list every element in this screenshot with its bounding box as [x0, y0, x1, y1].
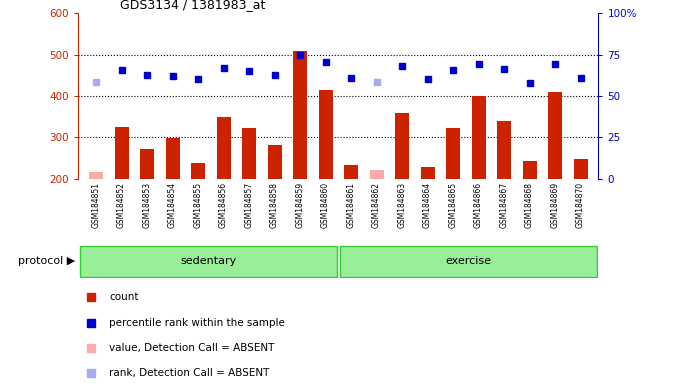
Bar	[216, 118, 231, 179]
Text: GDS3134 / 1381983_at: GDS3134 / 1381983_at	[120, 0, 265, 11]
Text: count: count	[109, 292, 139, 303]
Bar	[369, 170, 384, 179]
Text: GSM184870: GSM184870	[576, 182, 585, 228]
Text: percentile rank within the sample: percentile rank within the sample	[109, 318, 286, 328]
Bar	[165, 138, 180, 179]
Text: GSM184860: GSM184860	[321, 182, 330, 228]
Text: GSM184855: GSM184855	[194, 182, 203, 228]
FancyBboxPatch shape	[339, 246, 597, 276]
Bar	[293, 51, 307, 179]
Bar	[318, 90, 333, 179]
Bar	[446, 128, 460, 179]
Text: value, Detection Call = ABSENT: value, Detection Call = ABSENT	[109, 343, 275, 353]
Bar	[471, 96, 486, 179]
Text: GSM184854: GSM184854	[168, 182, 177, 228]
Text: GSM184857: GSM184857	[245, 182, 254, 228]
Bar	[522, 161, 537, 179]
Text: rank, Detection Call = ABSENT: rank, Detection Call = ABSENT	[109, 368, 270, 379]
FancyBboxPatch shape	[80, 246, 337, 276]
Text: GSM184859: GSM184859	[296, 182, 305, 228]
Text: GSM184851: GSM184851	[92, 182, 101, 228]
Text: GSM184864: GSM184864	[423, 182, 432, 228]
Text: exercise: exercise	[445, 256, 492, 266]
Text: GSM184868: GSM184868	[525, 182, 534, 228]
Bar	[89, 172, 103, 179]
Bar	[191, 163, 205, 179]
Bar	[344, 165, 358, 179]
Text: GSM184852: GSM184852	[117, 182, 126, 228]
Bar	[242, 128, 256, 179]
Text: GSM184865: GSM184865	[449, 182, 458, 228]
Bar	[140, 149, 154, 179]
Text: GSM184858: GSM184858	[270, 182, 279, 228]
Text: GSM184856: GSM184856	[219, 182, 228, 228]
Text: GSM184867: GSM184867	[500, 182, 509, 228]
Bar	[267, 145, 282, 179]
Text: protocol ▶: protocol ▶	[18, 256, 75, 266]
Text: GSM184862: GSM184862	[372, 182, 381, 228]
Bar	[573, 159, 588, 179]
Bar	[548, 92, 562, 179]
Text: GSM184869: GSM184869	[551, 182, 560, 228]
Text: sedentary: sedentary	[180, 256, 237, 266]
Bar	[114, 127, 129, 179]
Text: GSM184853: GSM184853	[143, 182, 152, 228]
Text: GSM184863: GSM184863	[398, 182, 407, 228]
Text: GSM184866: GSM184866	[474, 182, 483, 228]
Text: GSM184861: GSM184861	[347, 182, 356, 228]
Bar	[420, 167, 435, 179]
Bar	[497, 121, 511, 179]
Bar	[395, 113, 409, 179]
